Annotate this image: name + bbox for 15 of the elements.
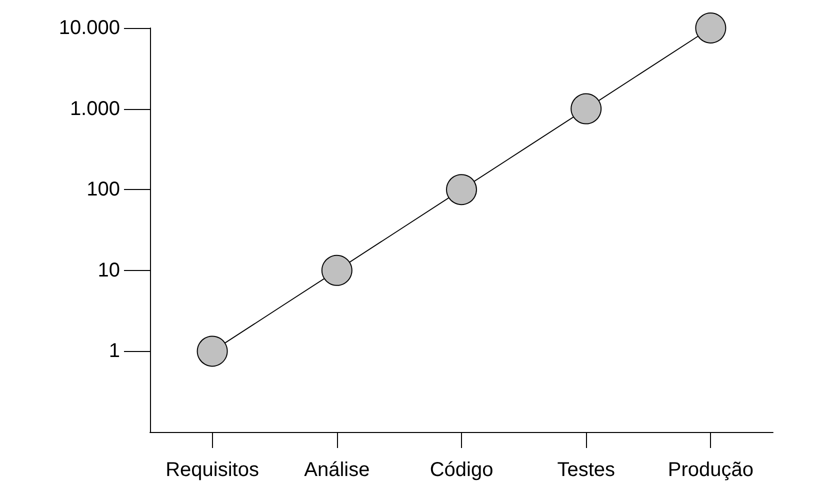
x-tick-label: Análise xyxy=(304,459,370,481)
y-tick-label: 100 xyxy=(86,178,120,201)
x-tick-label: Testes xyxy=(557,459,616,481)
point xyxy=(321,254,352,286)
y-tick-label: 10.000 xyxy=(58,17,120,39)
point xyxy=(196,336,228,367)
x-tick-label: Produção xyxy=(668,459,754,481)
point xyxy=(446,174,477,206)
x-tick-label: Requisitos xyxy=(166,459,259,481)
y-tick-label: 1.000 xyxy=(70,98,120,120)
y-tick-label: 1 xyxy=(108,340,120,362)
point xyxy=(695,12,726,44)
y-tick-label: 10 xyxy=(98,259,120,282)
x-tick-label: Código xyxy=(430,459,494,481)
point xyxy=(570,93,602,124)
